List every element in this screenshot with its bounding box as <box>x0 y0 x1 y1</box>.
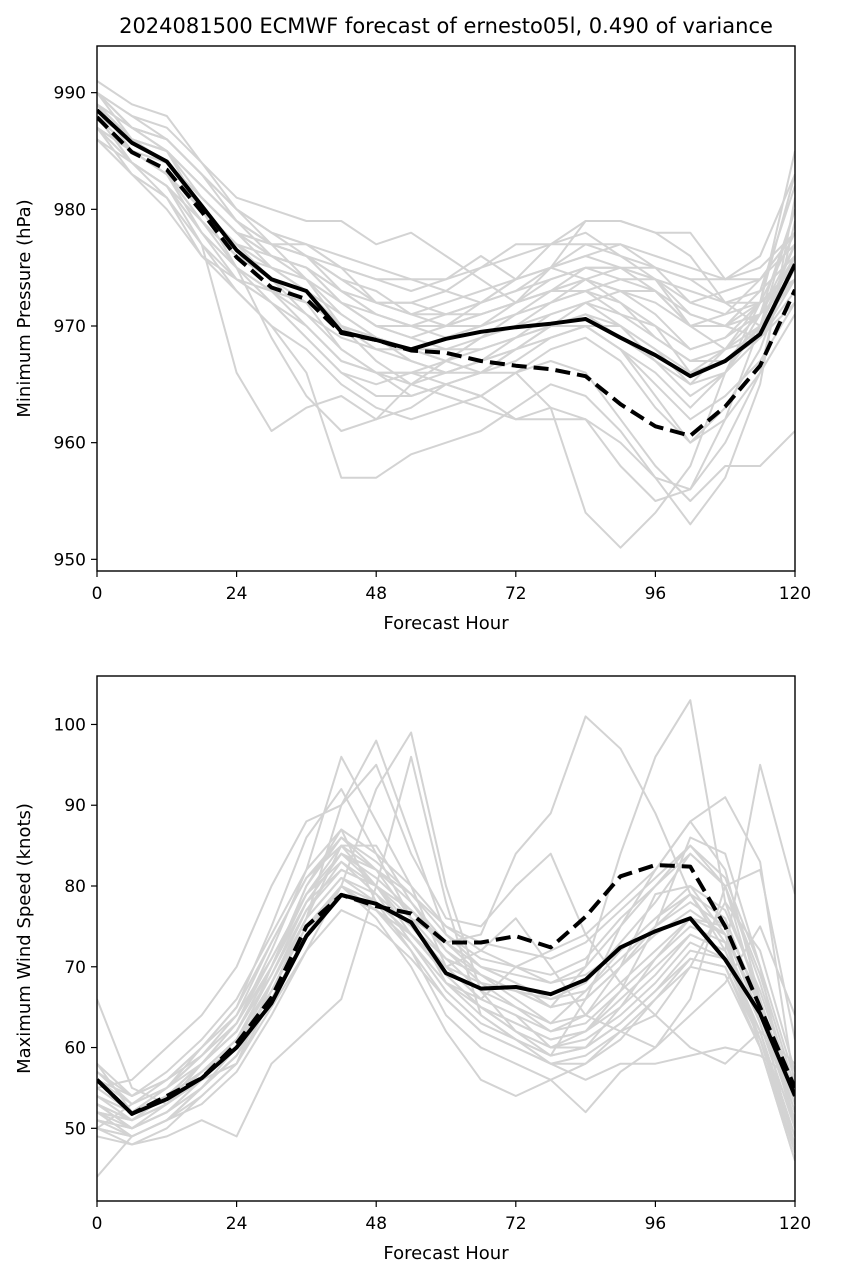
wind-y-tick-label: 50 <box>64 1119 86 1139</box>
pressure-y-tick-label: 970 <box>54 317 86 337</box>
pressure-panel: 0 24 48 72 96 120 950 960 970 980 990 Forecast Hou… <box>14 45 812 634</box>
pressure-y-tick-label: 990 <box>54 84 86 104</box>
pressure-ensemble-member-30 <box>97 103 795 327</box>
pressure-x-tick-label: 96 <box>645 584 667 604</box>
wind-ensemble-member-24 <box>97 876 795 1129</box>
wind-ensemble-member-23 <box>97 868 795 1113</box>
pressure-highlight-solid-line <box>97 108 795 379</box>
wind-y-tick-label: 90 <box>64 796 86 816</box>
pressure-plot-lines <box>97 80 795 549</box>
wind-y-tick-label: 70 <box>64 958 86 978</box>
pressure-ensemble-member-23 <box>97 126 795 397</box>
pressure-highlight-dashed-line <box>97 115 795 438</box>
wind-x-tick-label: 72 <box>505 1214 527 1234</box>
wind-ensemble-member-29 <box>97 844 795 1122</box>
pressure-x-tick-label: 72 <box>505 584 527 604</box>
wind-plot-lines <box>97 699 795 1178</box>
wind-ensemble-member-6 <box>97 763 795 1089</box>
wind-x-axis-label: Forecast Hour <box>383 1243 509 1264</box>
wind-axes-frame <box>96 675 796 1202</box>
wind-ensemble-member-19 <box>97 828 795 1097</box>
wind-y-tick-label: 80 <box>64 877 86 897</box>
pressure-ensemble-member-32 <box>97 91 795 351</box>
pressure-y-tick-label: 980 <box>54 200 86 220</box>
wind-x-tick-label: 96 <box>645 1214 667 1234</box>
wind-y-tick-label: 100 <box>54 715 86 735</box>
wind-ensemble-member-13 <box>97 755 795 1146</box>
wind-x-tick-label: 24 <box>226 1214 248 1234</box>
wind-x-tick-label: 120 <box>779 1214 811 1234</box>
wind-y-axis-label: Maximum Wind Speed (knots) <box>14 803 35 1074</box>
pressure-y-tick-label: 950 <box>54 550 86 570</box>
pressure-axis-ticks: 0 24 48 72 96 120 950 960 970 980 990 <box>54 84 812 604</box>
chart-title: 2024081500 ECMWF forecast of ernesto05l,… <box>119 14 773 38</box>
pressure-ensemble-member-5 <box>97 127 795 526</box>
wind-x-tick-label: 48 <box>365 1214 387 1234</box>
pressure-x-tick-label: 120 <box>779 584 811 604</box>
wind-ensemble-member-30 <box>97 893 795 1153</box>
pressure-ensemble-member-13 <box>97 91 795 327</box>
wind-ensemble-member-27 <box>97 836 795 1097</box>
pressure-x-tick-label: 24 <box>226 584 248 604</box>
pressure-ensemble-member-29 <box>97 138 795 444</box>
pressure-x-tick-label: 48 <box>365 584 387 604</box>
wind-x-tick-label: 0 <box>92 1214 103 1234</box>
wind-highlight-dashed-line <box>97 863 795 1116</box>
wind-y-tick-label: 60 <box>64 1039 86 1059</box>
pressure-x-axis-label: Forecast Hour <box>383 613 509 634</box>
pressure-y-tick-label: 960 <box>54 434 86 454</box>
pressure-axes-frame <box>96 45 796 572</box>
wind-axis-ticks: 0 24 48 72 96 120 50 60 70 80 90 100 <box>54 715 812 1234</box>
wind-ensemble-member-22 <box>97 909 795 1161</box>
pressure-x-tick-label: 0 <box>92 584 103 604</box>
pressure-y-axis-label: Minimum Pressure (hPa) <box>14 199 35 417</box>
